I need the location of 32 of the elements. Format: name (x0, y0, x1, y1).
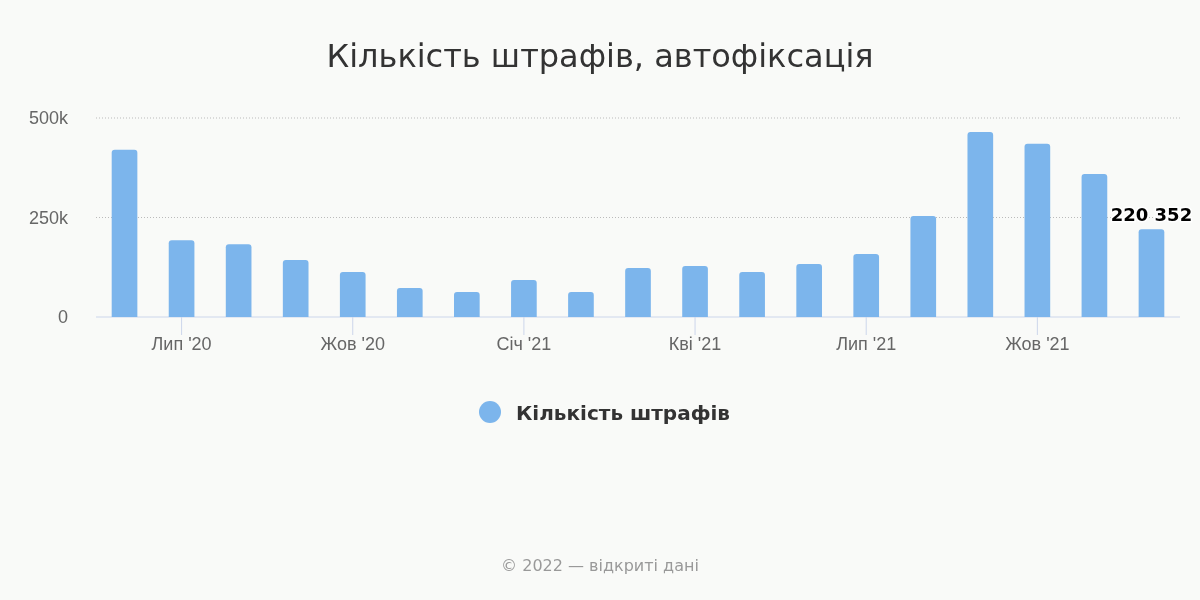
x-tick-label: Кві '21 (668, 334, 722, 354)
bar (168, 240, 195, 317)
bar (796, 264, 822, 317)
x-tick-label: Лип '21 (836, 334, 897, 354)
bar (1024, 143, 1051, 317)
bar (454, 291, 480, 317)
bar (853, 254, 880, 317)
bar (1138, 229, 1165, 317)
x-tick-label: Жов '21 (1005, 334, 1070, 354)
bar (282, 260, 309, 317)
bar (739, 272, 765, 317)
x-tick-label: Жов '20 (320, 334, 385, 354)
bar (511, 279, 537, 317)
data-label: 220 352 (1110, 204, 1193, 226)
bar (967, 131, 994, 317)
bar (225, 244, 252, 317)
x-tick-label: Лип '20 (151, 334, 212, 354)
bar (625, 268, 651, 317)
bar (568, 291, 594, 317)
y-tick-label: 500k (28, 108, 69, 129)
y-tick-label: 250k (28, 207, 69, 228)
bar (396, 287, 423, 317)
bar (111, 149, 138, 317)
x-tick-label: Січ '21 (496, 334, 552, 354)
chart-title: Кількість штрафів, автофіксація (326, 37, 874, 75)
bar (339, 272, 366, 317)
bar (682, 266, 708, 317)
y-tick-label: 0 (57, 307, 68, 328)
bar (1081, 174, 1108, 317)
bar (910, 215, 937, 317)
text: © 2022 — відкриті дані (501, 556, 699, 575)
legend-label: Кількість штрафів (516, 401, 730, 425)
